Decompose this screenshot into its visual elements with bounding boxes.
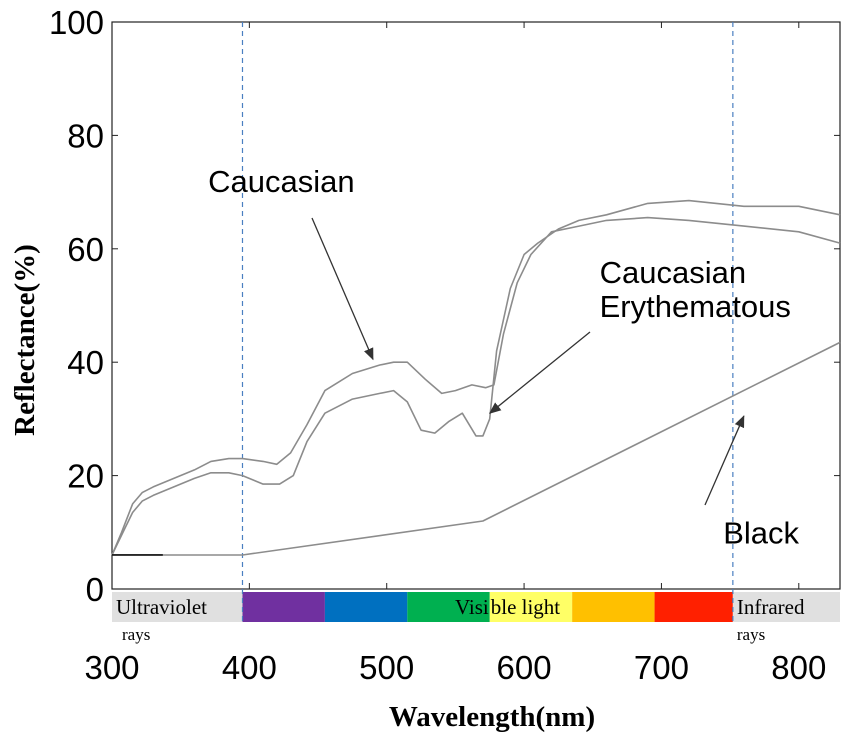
band-label-4: ble light <box>491 595 561 619</box>
x-tick-label-3: 600 <box>497 649 552 686</box>
band-6 <box>654 592 733 622</box>
y-tick-label-1: 20 <box>67 458 104 495</box>
x-axis-label: Wavelength(nm) <box>389 701 595 733</box>
annotation-0: Caucasian <box>208 164 354 199</box>
band-label-0: Ultraviolet <box>116 595 207 619</box>
annotation-arrow-1 <box>488 331 591 414</box>
y-axis-label: Reflectance(%) <box>9 244 41 436</box>
band-5 <box>572 592 655 622</box>
y-tick-label-2: 40 <box>67 344 104 381</box>
y-tick-label-0: 0 <box>86 571 104 608</box>
annotation-arrow-2 <box>704 415 745 506</box>
x-tick-label-2: 500 <box>359 649 414 686</box>
x-tick-label-5: 800 <box>771 649 826 686</box>
y-tick-label-3: 60 <box>67 231 104 268</box>
annotation-3: Black <box>723 516 799 551</box>
y-tick-label-4: 80 <box>67 117 104 154</box>
spectrum-band-bar: Ultraviolet rays Visi ble light Infrared rays <box>112 592 840 644</box>
series-lines <box>111 199 841 556</box>
tick-labels: 0 20 40 60 80 100 300 400 500 600 700 800 <box>49 4 826 686</box>
band-label-7: Infrared <box>737 595 805 619</box>
band-0 <box>112 592 243 622</box>
annotation-arrow-0 <box>311 217 374 361</box>
reference-lines <box>241 22 734 622</box>
band-sublabel-7: rays <box>737 625 765 644</box>
band-1 <box>242 592 325 622</box>
plot-axes <box>111 21 841 590</box>
band-label-3: Visi <box>455 595 489 619</box>
series-line-2 <box>112 341 841 556</box>
x-tick-label-1: 400 <box>222 649 277 686</box>
band-2 <box>324 592 408 622</box>
y-tick-label-5: 100 <box>49 4 104 41</box>
series-line-0 <box>111 216 841 556</box>
x-tick-label-4: 700 <box>634 649 689 686</box>
plot-frame <box>111 21 841 590</box>
band-4 <box>489 592 573 622</box>
series-line-1 <box>111 199 841 556</box>
band-7 <box>732 592 840 622</box>
band-sublabel-0: rays <box>122 625 150 644</box>
annotation-1: Caucasian <box>600 255 746 290</box>
x-tick-label-0: 300 <box>84 649 139 686</box>
band-3 <box>407 592 490 622</box>
annotation-2: Erythematous <box>600 289 791 324</box>
